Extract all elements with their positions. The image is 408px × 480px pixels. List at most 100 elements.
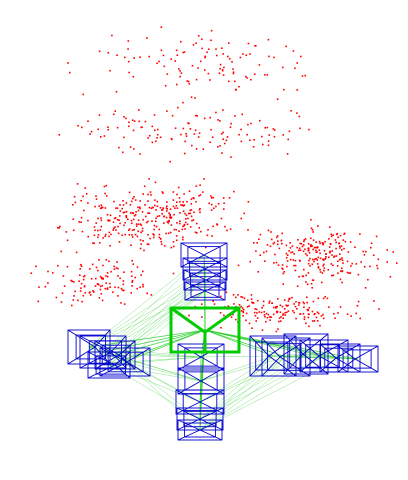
point — [289, 242, 291, 244]
point — [158, 228, 161, 231]
point — [184, 212, 186, 215]
point — [115, 207, 117, 209]
point — [94, 229, 96, 232]
point — [322, 313, 324, 316]
point — [131, 229, 134, 231]
point — [147, 212, 149, 214]
point — [302, 244, 305, 246]
point — [142, 285, 144, 288]
point — [132, 212, 135, 215]
point — [151, 125, 154, 128]
point — [389, 276, 392, 278]
point — [294, 264, 297, 267]
point — [292, 50, 295, 52]
point — [226, 136, 229, 138]
point — [117, 275, 119, 277]
point — [58, 227, 60, 229]
point — [172, 272, 175, 275]
point — [313, 320, 316, 322]
point — [367, 278, 369, 281]
point — [273, 241, 276, 244]
point — [127, 48, 129, 50]
point — [293, 253, 295, 255]
point — [219, 145, 221, 147]
camera-frustums — [67, 242, 379, 441]
point — [303, 306, 305, 308]
point — [182, 127, 185, 130]
point — [193, 133, 196, 135]
point — [296, 246, 298, 249]
point — [240, 140, 243, 143]
point — [87, 235, 89, 238]
point — [132, 75, 135, 78]
point — [337, 260, 339, 263]
point — [210, 39, 212, 42]
link-line — [108, 329, 206, 366]
camera-frustum-center-bottom-3 — [176, 407, 224, 431]
point — [231, 61, 233, 63]
point — [166, 110, 168, 112]
point — [343, 247, 345, 250]
point — [169, 160, 171, 163]
link-line — [88, 329, 206, 348]
point — [376, 267, 379, 270]
point — [346, 313, 349, 315]
point — [339, 306, 342, 308]
point — [167, 220, 169, 223]
point — [294, 67, 296, 70]
point — [251, 327, 253, 329]
point — [260, 311, 263, 314]
point — [104, 287, 107, 290]
point — [104, 192, 106, 195]
point — [222, 197, 225, 199]
point — [190, 96, 193, 98]
point — [208, 202, 210, 205]
point — [308, 306, 311, 309]
point — [107, 219, 109, 221]
point — [298, 115, 301, 118]
point — [349, 272, 352, 274]
point — [337, 236, 339, 239]
point — [286, 260, 289, 262]
point — [119, 210, 122, 212]
point — [286, 305, 288, 307]
point — [116, 207, 119, 209]
point — [299, 127, 301, 130]
point — [241, 113, 243, 116]
point — [175, 235, 178, 237]
point — [151, 141, 154, 144]
point — [328, 256, 330, 259]
point — [227, 305, 230, 307]
point — [242, 315, 244, 317]
point — [209, 141, 211, 143]
point — [188, 190, 191, 192]
point — [163, 222, 165, 224]
point — [369, 265, 371, 268]
point — [89, 294, 92, 296]
point — [195, 222, 198, 225]
point — [306, 254, 308, 257]
point — [98, 114, 101, 116]
point — [128, 228, 131, 230]
point — [229, 126, 232, 129]
point — [85, 193, 88, 195]
point — [225, 291, 228, 294]
point — [249, 139, 251, 142]
point — [147, 243, 150, 246]
point — [195, 78, 198, 81]
point — [331, 254, 333, 256]
point — [104, 233, 107, 236]
point — [307, 272, 310, 274]
point — [267, 229, 270, 232]
point — [251, 301, 253, 304]
point — [190, 209, 193, 211]
point — [332, 264, 334, 267]
point — [155, 217, 157, 220]
point — [210, 197, 213, 199]
point — [329, 250, 331, 253]
point — [98, 259, 100, 261]
point — [147, 193, 149, 196]
point — [290, 251, 292, 254]
point — [296, 285, 299, 287]
point — [194, 129, 197, 132]
